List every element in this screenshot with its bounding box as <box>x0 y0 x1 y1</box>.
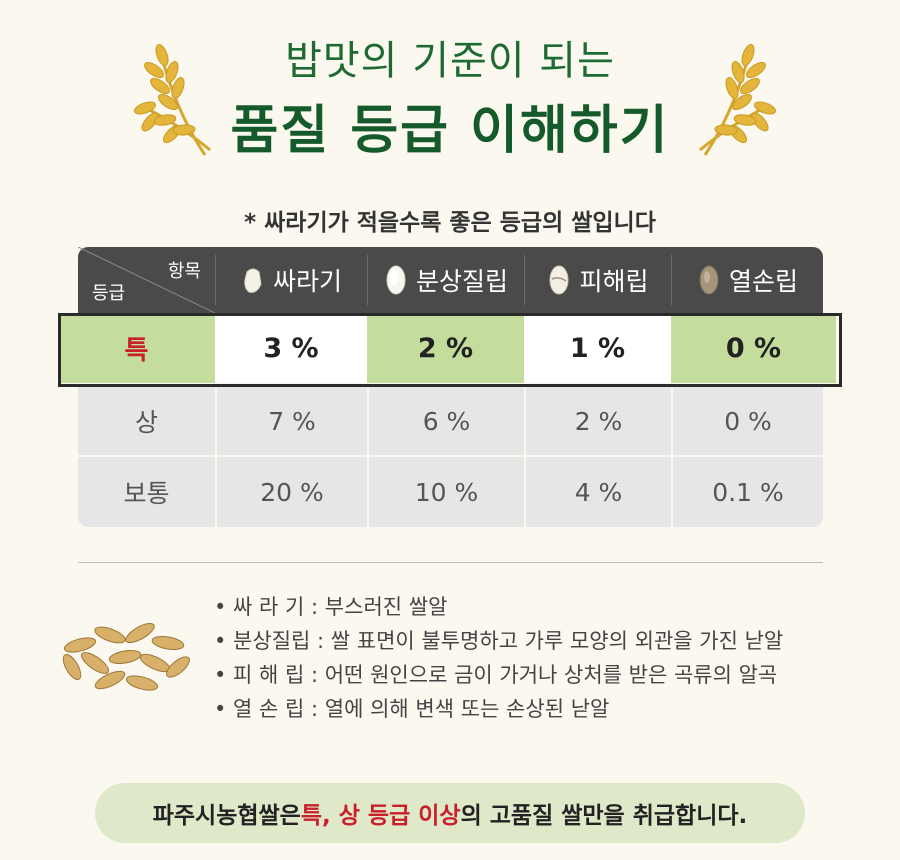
grade-cell: 보통 <box>123 479 170 508</box>
value-cell: 7 % <box>268 406 316 436</box>
page-subtitle: 밥맛의 기준이 되는 <box>285 38 615 84</box>
grain-seeds-icon <box>62 622 190 691</box>
value-cell: 2 % <box>574 406 623 436</box>
wheat-icon-left <box>134 44 211 156</box>
definition-item: • 싸 라 기 : 부스러진 쌀알 <box>214 595 448 619</box>
corner-grade-label: 등급 <box>92 283 126 304</box>
broken-rice-icon <box>244 268 262 293</box>
column-header-pihae: 피해립 <box>525 247 671 313</box>
value-cell: 0.1 % <box>712 477 784 507</box>
value-cell: 20 % <box>260 477 324 507</box>
value-cell: 0 % <box>724 406 772 436</box>
value-cell: 3 % <box>215 313 367 383</box>
value-cell: 0 % <box>671 313 836 383</box>
grade-cell: 특 <box>58 313 215 383</box>
table-row-normal-grade: 보통 20 % 10 % 4 % 0.1 % <box>78 457 823 527</box>
column-header-yeolson: 열손립 <box>672 247 823 313</box>
definition-item: • 열 손 립 : 열에 의해 변색 또는 손상된 낟알 <box>214 697 610 721</box>
heat-damaged-rice-icon <box>699 265 719 295</box>
header-corner-cell: 항목 등급 <box>78 247 215 313</box>
value-cell: 2 % <box>367 313 524 383</box>
table-row-high-grade: 상 7 % 6 % 2 % 0 % <box>78 387 823 455</box>
value-cell: 4 % <box>574 477 623 507</box>
section-divider <box>78 562 823 563</box>
grade-cell: 상 <box>134 408 158 437</box>
definitions-list: • 싸 라 기 : 부스러진 쌀알 • 분상질립 : 쌀 표면이 불투명하고 가… <box>214 590 854 726</box>
table-row-top-grade: 특 3 % 2 % 1 % 0 % <box>58 313 836 383</box>
footer-banner: 파주시농협쌀은 특, 상 등급 이상 의 고품질 쌀만을 취급합니다. <box>95 783 805 843</box>
value-cell: 10 % <box>414 477 479 507</box>
corner-item-label: 항목 <box>167 261 201 282</box>
footer-text-highlight: 특, 상 등급 이상 <box>300 803 461 829</box>
definition-item: • 분상질립 : 쌀 표면이 불투명하고 가루 모양의 외관을 가진 낟알 <box>214 629 784 653</box>
table-header: 항목 등급 싸라기 분상질립 피해립 <box>78 247 823 313</box>
value-cell: 1 % <box>524 313 671 383</box>
footer-text-part1: 파주시농협쌀은 <box>152 803 301 829</box>
column-header-sarag: 싸라기 <box>216 247 367 313</box>
footer-text-part3: 의 고품질 쌀만을 취급합니다. <box>460 803 748 829</box>
wheat-icon-right <box>699 44 776 156</box>
column-header-bunsang: 분상질립 <box>368 247 524 313</box>
chalky-rice-icon <box>386 265 406 295</box>
page-title: 품질 등급 이해하기 <box>230 101 670 161</box>
diagonal-line <box>78 247 215 313</box>
damaged-rice-icon <box>549 265 569 295</box>
note-text: * 싸라기가 적을수록 좋은 등급의 쌀입니다 <box>244 210 656 236</box>
value-cell: 6 % <box>422 406 471 436</box>
definition-item: • 피 해 립 : 어떤 원인으로 금이 가거나 상처를 받은 곡류의 알곡 <box>214 663 778 687</box>
